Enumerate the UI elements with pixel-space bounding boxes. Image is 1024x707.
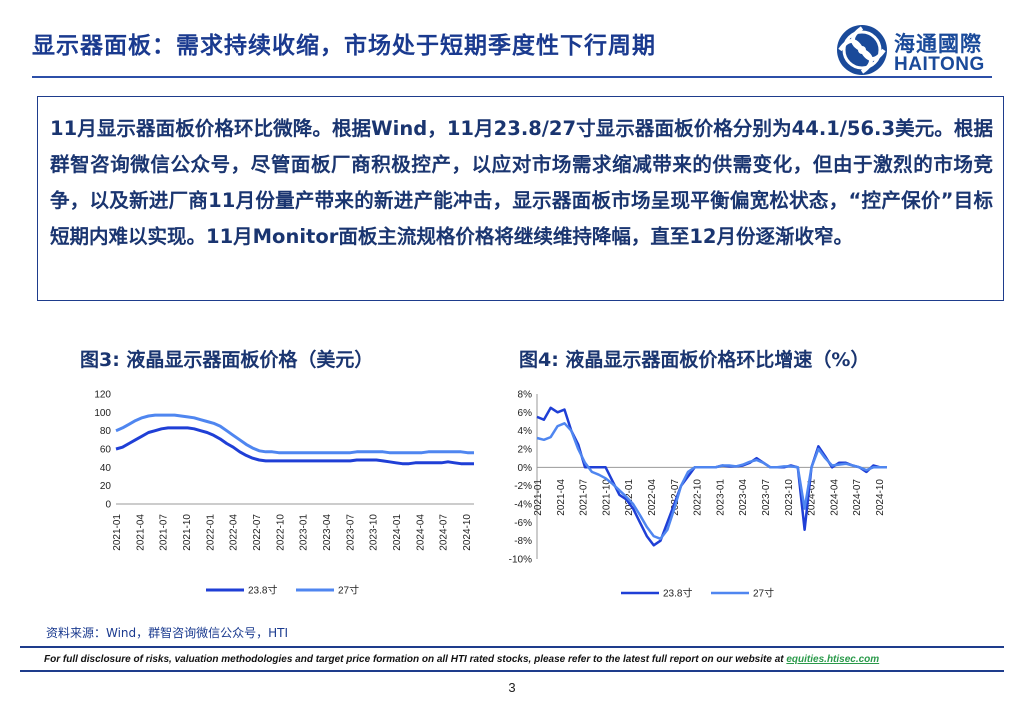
- y-tick-label: 0%: [518, 463, 533, 474]
- x-tick-label: 2023-04: [738, 479, 749, 516]
- x-tick-label: 2023-01: [715, 479, 726, 516]
- title-divider: [32, 76, 992, 78]
- x-tick-label: 2021-10: [182, 514, 193, 551]
- y-tick-label: -4%: [514, 500, 532, 511]
- x-tick-label: 2023-07: [761, 479, 772, 516]
- summary-text: 11月显示器面板价格环比微降。根据Wind，11月23.8/27寸显示器面板价格…: [50, 117, 993, 248]
- disclaimer: For full disclosure of risks, valuation …: [44, 654, 879, 665]
- y-tick-label: -10%: [509, 555, 532, 566]
- x-tick-label: 2023-10: [369, 514, 380, 551]
- x-tick-label: 2024-01: [807, 479, 818, 516]
- x-tick-label: 2021-04: [135, 514, 146, 551]
- y-tick-label: 20: [100, 481, 112, 492]
- x-tick-label: 2024-04: [415, 514, 426, 551]
- y-tick-label: 100: [94, 408, 111, 419]
- y-tick-label: 40: [100, 463, 112, 474]
- x-tick-label: 2023-01: [299, 514, 310, 551]
- x-tick-label: 2023-07: [345, 514, 356, 551]
- y-tick-label: 60: [100, 445, 112, 456]
- y-tick-label: -6%: [514, 518, 532, 529]
- x-tick-label: 2022-10: [693, 479, 704, 516]
- logo-english-name: HAITONG: [894, 54, 985, 75]
- panel-price-chart-svg: 0 20 40 60 80 100 120 2021-01 2021-04 2021-07 2021…: [94, 390, 474, 597]
- x-tick-label: 2021-01: [533, 479, 544, 516]
- figure-4-title: 图4: 液晶显示器面板价格环比增速（%）: [519, 349, 870, 371]
- x-tick-label: 2024-07: [852, 479, 863, 516]
- y-tick-label: -2%: [514, 481, 532, 492]
- page-title: 显示器面板：需求持续收缩，市场处于短期季度性下行周期: [32, 33, 656, 59]
- series-line-27: [115, 413, 474, 455]
- summary-box: 11月显示器面板价格环比微降。根据Wind，11月23.8/27寸显示器面板价格…: [37, 96, 1004, 301]
- website-link[interactable]: equities.htisec.com: [786, 654, 880, 665]
- x-tick-label: 2022-07: [252, 514, 263, 551]
- x-tick-label: 2024-10: [462, 514, 473, 551]
- y-tick-label: 0: [105, 500, 111, 511]
- y-tick-label: 120: [94, 390, 111, 401]
- x-tick-label: 2024-04: [829, 479, 840, 516]
- panel-price-chart: 0 20 40 60 80 100 120 2021-01 2021-04 2021-07 2021…: [70, 378, 490, 608]
- legend-label: 27寸: [338, 584, 359, 597]
- x-tick-label: 2023-04: [322, 514, 333, 551]
- y-tick-label: 2%: [518, 445, 533, 456]
- y-tick-label: 8%: [518, 390, 533, 401]
- x-tick-label: 2022-10: [275, 514, 286, 551]
- x-tick-label: 2023-10: [784, 479, 795, 516]
- logo-chinese-name: 海通國際: [894, 32, 982, 56]
- x-tick-label: 2024-01: [392, 514, 403, 551]
- source-note: 资料来源：Wind，群智咨询微信公众号，HTI: [46, 626, 289, 640]
- x-tick-label: 2022-04: [229, 514, 240, 551]
- x-tick-label: 2024-07: [439, 514, 450, 551]
- footer-divider-bottom: [20, 670, 1004, 672]
- x-tick-label: 2021-10: [601, 479, 612, 516]
- x-tick-label: 2022-01: [624, 479, 635, 516]
- x-tick-label: 2021-07: [159, 514, 170, 551]
- haitong-logo-icon: [837, 25, 887, 75]
- x-tick-label: 2021-07: [579, 479, 590, 516]
- series-line-23-8: [536, 406, 887, 547]
- disclaimer-text: For full disclosure of risks, valuation …: [44, 654, 787, 665]
- series-line-23-8: [115, 426, 474, 466]
- panel-mom-chart-svg: -10% -8% -6% -4% -2% 0% 2% 4% 6% 8% 2021-01 2021-04…: [509, 390, 887, 600]
- footer-divider-top: [20, 646, 1004, 648]
- x-tick-label: 2022-01: [205, 514, 216, 551]
- page-number: 3: [508, 680, 516, 695]
- y-tick-label: 6%: [518, 408, 533, 419]
- x-tick-label: 2021-01: [112, 514, 123, 551]
- legend-label: 23.8寸: [248, 584, 277, 597]
- figure-3-title: 图3: 液晶显示器面板价格（美元）: [80, 349, 374, 371]
- x-tick-label: 2022-07: [670, 479, 681, 516]
- y-tick-label: 4%: [518, 426, 533, 437]
- x-tick-label: 2022-04: [647, 479, 658, 516]
- y-tick-label: -8%: [514, 536, 532, 547]
- legend-label: 27寸: [753, 587, 774, 600]
- x-tick-label: 2024-10: [875, 479, 886, 516]
- company-logo: 海通國際 HAITONG: [836, 22, 996, 78]
- panel-mom-chart: -10% -8% -6% -4% -2% 0% 2% 4% 6% 8% 2021-01 2021-04…: [485, 378, 905, 610]
- x-tick-label: 2021-04: [556, 479, 567, 516]
- legend-label: 23.8寸: [663, 587, 692, 600]
- y-tick-label: 80: [100, 426, 112, 437]
- series-line-27: [536, 422, 887, 541]
